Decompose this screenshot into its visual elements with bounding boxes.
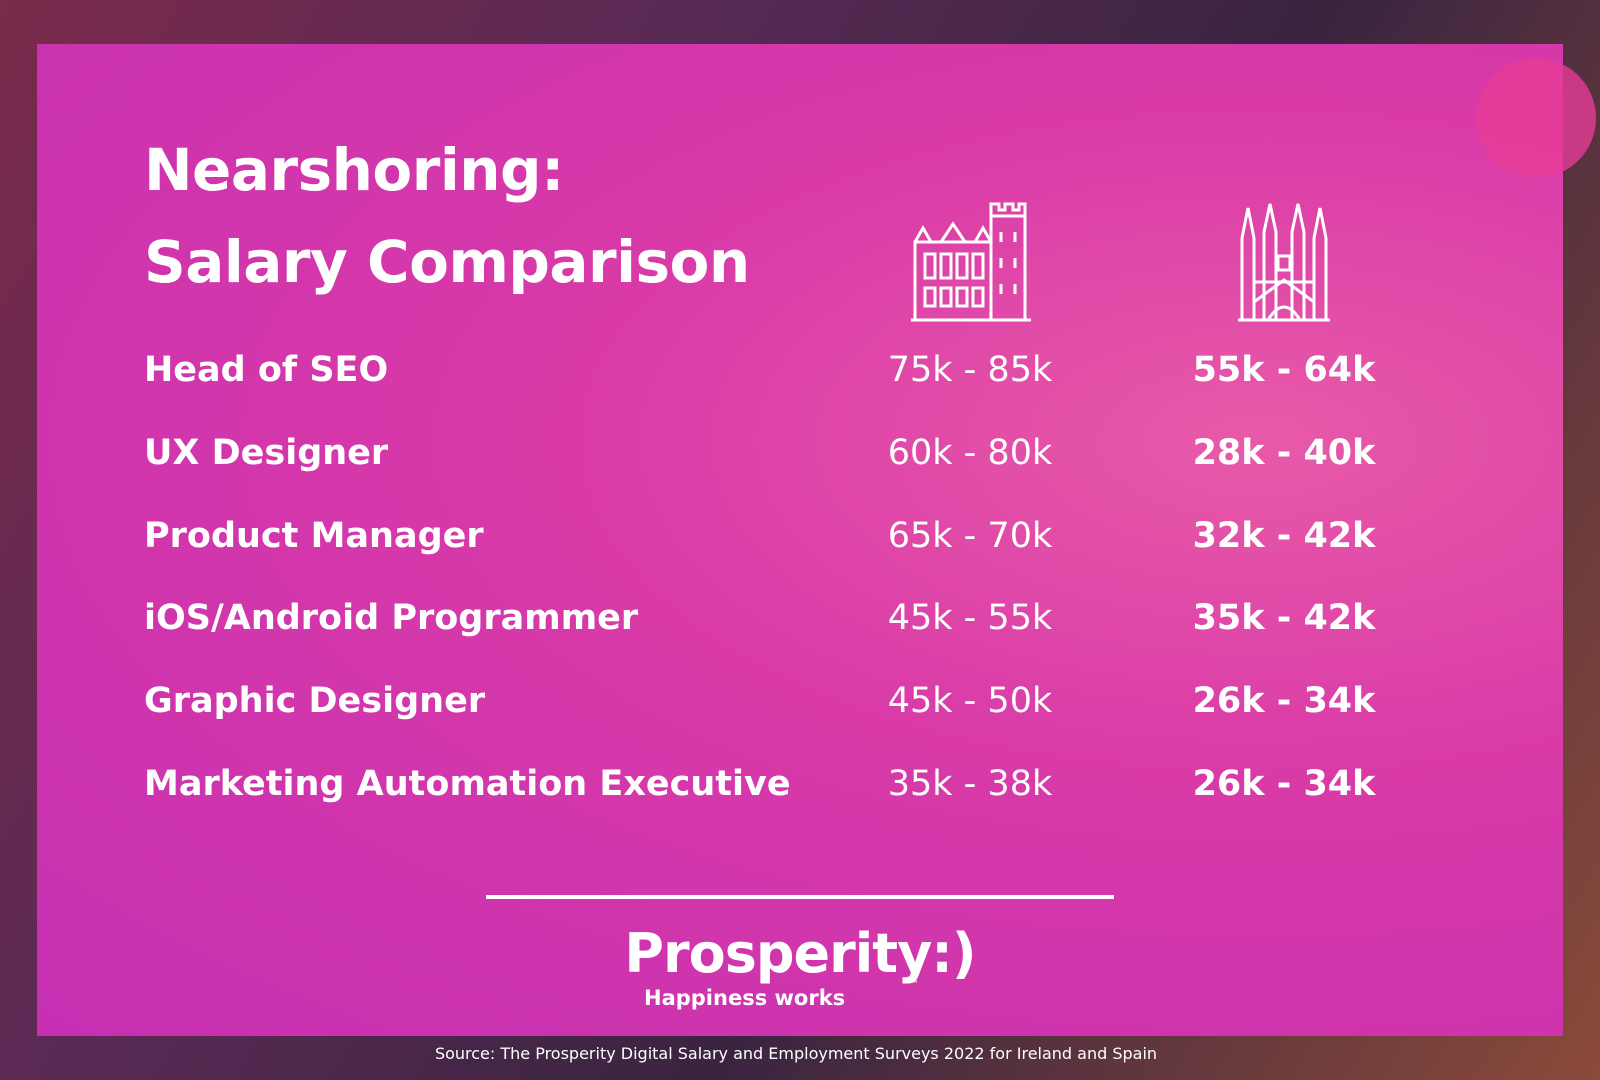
ireland-salary: 60k - 80k [887,432,1053,473]
decor-circle [1476,58,1596,178]
ireland-salary: 45k - 50k [887,681,1053,722]
spain-icon [1238,203,1330,322]
spain-salary: 28k - 40k [1192,432,1376,473]
divider [486,895,1114,899]
trademark: ™ [910,980,919,990]
role-name: Graphic Designer [144,681,486,722]
spain-salary: 32k - 42k [1192,515,1376,556]
title-line: Salary Comparison [144,228,750,296]
role-name: Marketing Automation Executive [144,764,791,804]
ireland-salary: 35k - 38k [887,764,1053,804]
spain-salary: 55k - 64k [1192,350,1376,390]
spain-salary: 26k - 34k [1192,764,1376,804]
ireland-icon [911,202,1031,322]
role-name: UX Designer [144,432,389,473]
logo-name: Prosperity:) [624,922,976,985]
ireland-salary: 75k - 85k [887,350,1053,390]
ireland-salary: 65k - 70k [887,515,1053,556]
source-note: Source: The Prosperity Digital Salary an… [434,1044,1158,1063]
panel [37,44,1563,1036]
role-name: Product Manager [144,515,484,556]
spain-salary: 26k - 34k [1192,681,1376,722]
ireland-salary: 45k - 55k [887,598,1053,639]
logo-tagline: Happiness works [644,986,846,1010]
spain-salary: 35k - 42k [1192,598,1376,639]
role-name: iOS/Android Programmer [144,598,639,639]
title-line: Nearshoring: [144,136,564,204]
role-name: Head of SEO [144,350,389,390]
